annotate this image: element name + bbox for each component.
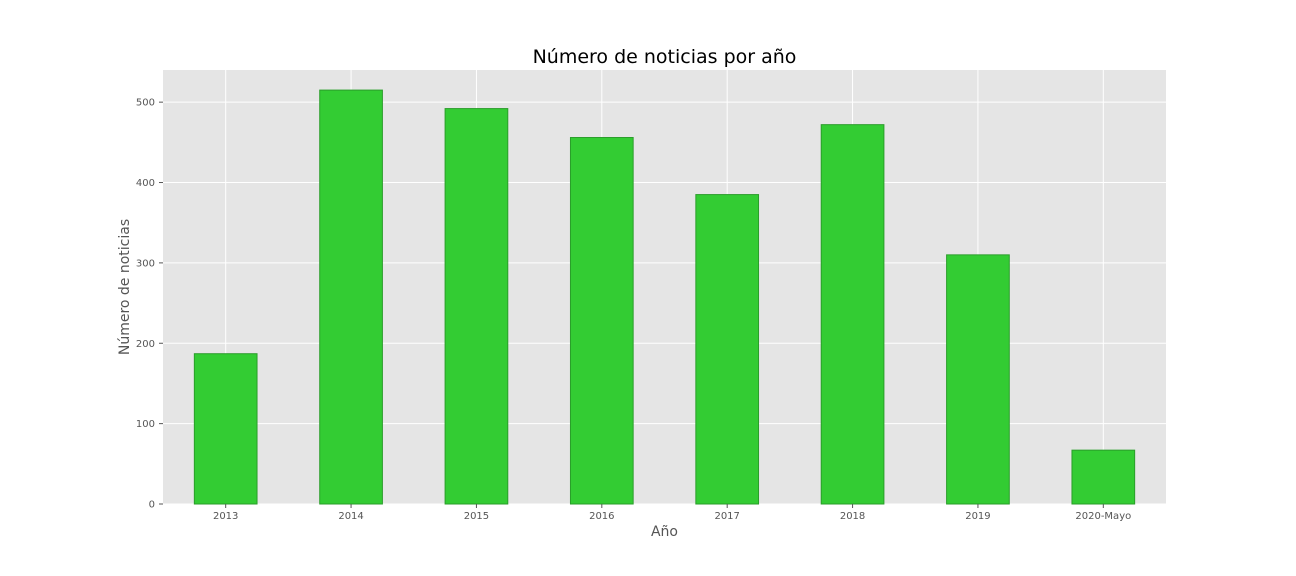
bar-2017 [695, 194, 760, 505]
plot-area [163, 70, 1166, 504]
x-tick-label: 2016 [589, 511, 614, 522]
bar-2019 [946, 254, 1010, 505]
y-tick-label: 200 [136, 339, 155, 350]
x-tick-label: 2019 [965, 511, 990, 522]
y-tick-label: 400 [136, 178, 155, 189]
bars [193, 89, 1136, 505]
bar-2016 [569, 137, 634, 505]
x-tick-label: 2017 [714, 511, 739, 522]
bar-2013 [193, 353, 258, 505]
y-tick-label: 0 [149, 500, 155, 511]
y-axis-label: Número de noticias [117, 219, 133, 355]
x-tick-label: 2020-Mayo [1075, 511, 1131, 522]
x-tick-label: 2015 [464, 511, 489, 522]
bar-2018 [820, 124, 885, 505]
y-axis-ticks: 0 100 200 300 400 500 [136, 98, 163, 511]
chart-title: Número de noticias por año [533, 46, 797, 68]
x-tick-label: 2018 [840, 511, 865, 522]
bar-2015 [444, 108, 509, 505]
bar-2020-Mayo [1071, 449, 1136, 505]
x-axis-ticks: 2013 2014 2015 2016 2017 2018 2019 2020-Mayo [213, 504, 1131, 522]
y-tick-label: 300 [136, 258, 155, 269]
bar-2014 [319, 89, 383, 505]
y-tick-label: 500 [136, 98, 155, 109]
x-tick-label: 2014 [338, 511, 363, 522]
x-tick-label: 2013 [213, 511, 238, 522]
x-axis-label: Año [651, 524, 678, 540]
y-tick-label: 100 [136, 419, 155, 430]
